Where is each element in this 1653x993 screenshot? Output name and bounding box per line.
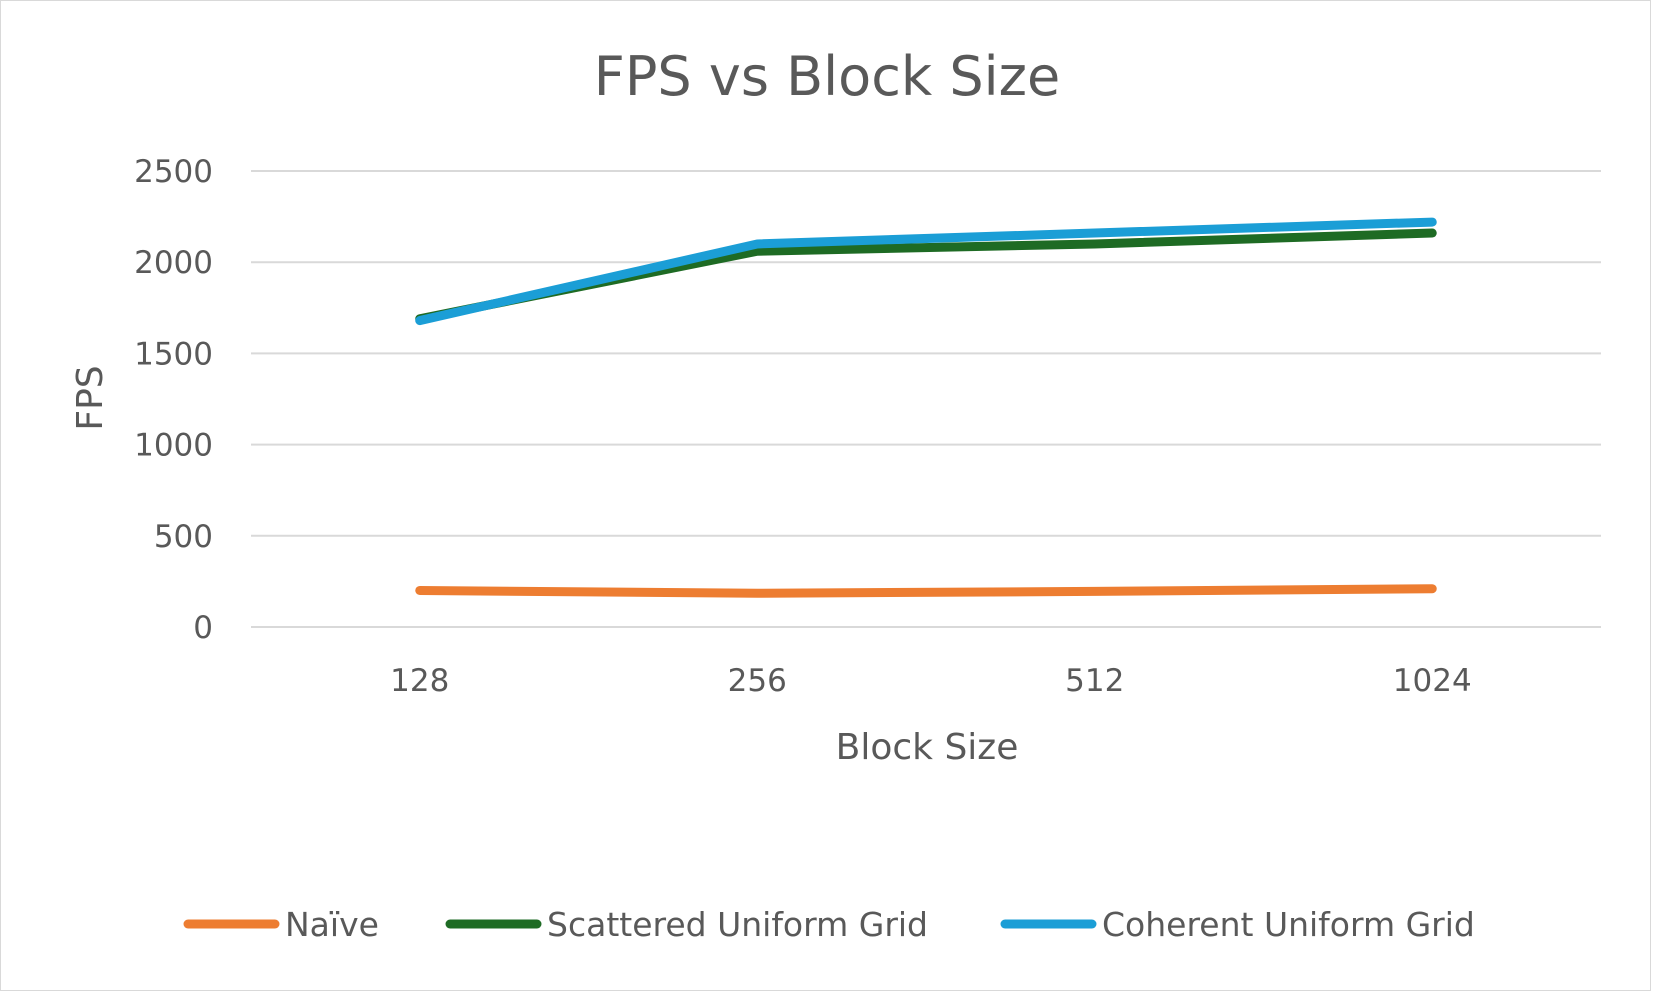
x-tick-label: 128 [390,663,449,699]
y-tick-label: 1500 [134,336,213,372]
y-axis-label: FPS [70,365,111,430]
x-tick-label: 256 [728,663,787,699]
series-line-0 [415,584,1437,598]
legend-label: Scattered Uniform Grid [547,905,928,944]
x-tick-label: 1024 [1393,663,1472,699]
x-axis-ticks: 128 256 512 1024 [390,663,1472,699]
series-lines [415,217,1437,598]
y-axis-ticks: 0 500 1000 1500 2000 2500 [134,154,213,646]
y-tick-label: 2000 [134,245,213,281]
legend-label: Naïve [285,905,379,944]
x-axis-label: Block Size [836,727,1019,768]
y-tick-label: 1000 [134,428,213,464]
y-tick-label: 500 [154,519,213,555]
y-tick-label: 0 [193,610,213,646]
chart-title: FPS vs Block Size [594,45,1060,108]
gridlines [251,170,1601,628]
x-tick-label: 512 [1065,663,1124,699]
legend-label: Coherent Uniform Grid [1102,905,1475,944]
y-tick-label: 2500 [134,154,213,190]
series-line-2 [415,217,1437,326]
series-line-1 [415,228,1437,324]
legend: Naïve Scattered Uniform Grid Coherent Unif… [183,905,1475,944]
